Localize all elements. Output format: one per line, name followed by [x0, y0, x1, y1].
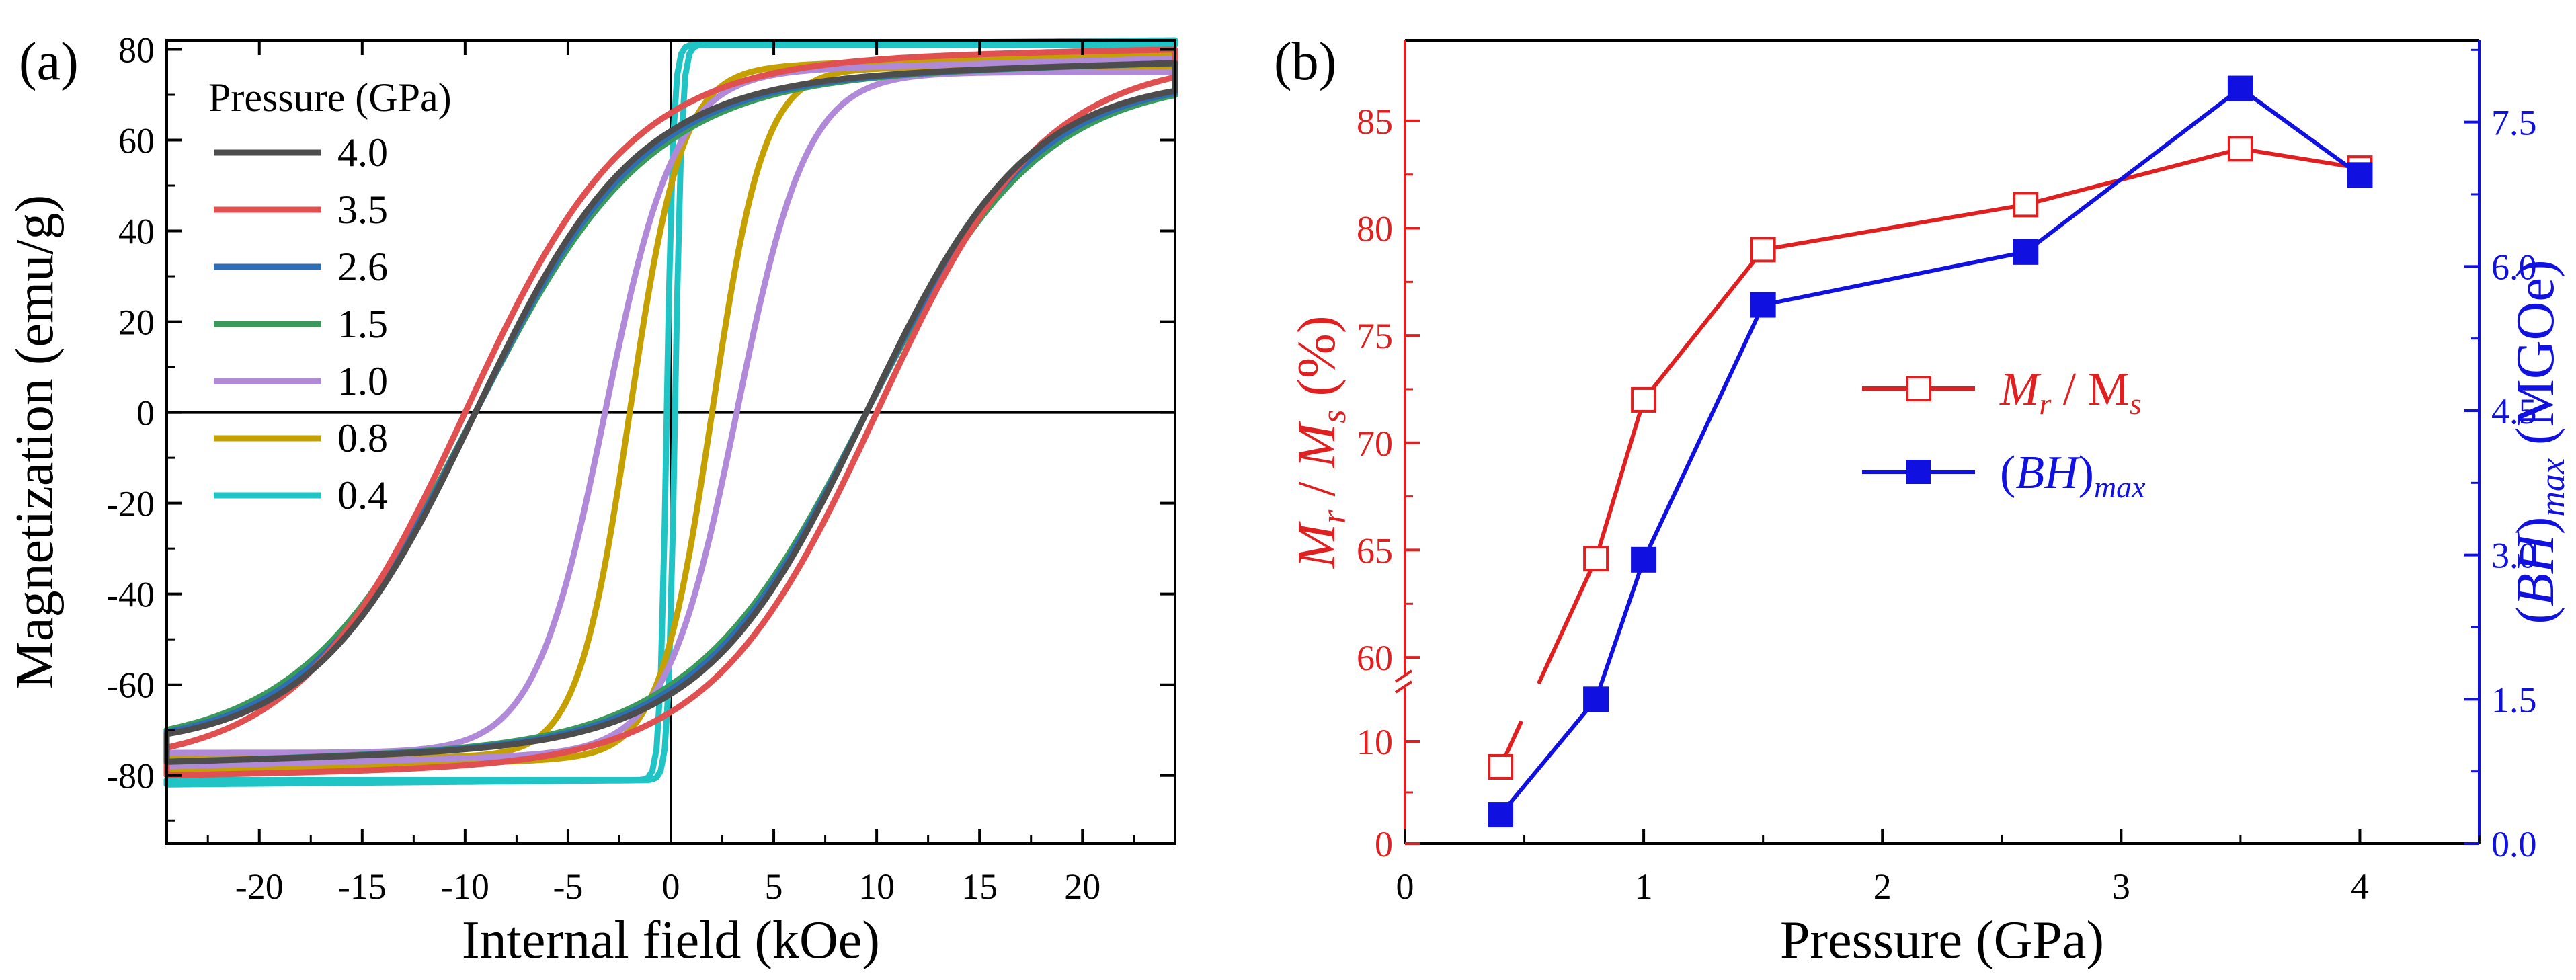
left-axis-title: Mr / Ms (%) — [1287, 316, 1353, 569]
legend-label-4.0: 4.0 — [337, 130, 388, 175]
mrms-point — [1583, 546, 1609, 572]
x-axis-title: Internal field (kOe) — [462, 911, 880, 970]
mrms-point — [1488, 754, 1514, 780]
bhmax-point — [2347, 162, 2373, 188]
x-tick-label: -15 — [338, 866, 387, 907]
x-tick-label: -10 — [441, 866, 489, 907]
x-tick-label: -5 — [553, 866, 583, 907]
legend-label-0.4: 0.4 — [337, 473, 388, 518]
mrms-line — [1537, 147, 2360, 685]
y-tick-label: 60 — [118, 121, 155, 161]
right-tick-label: 1.5 — [2491, 680, 2537, 720]
bhmax-point — [1488, 802, 1514, 828]
mrms-point — [1631, 386, 1657, 413]
x-tick-label: 4 — [2351, 866, 2369, 907]
left-tick-label: 65 — [1357, 530, 1393, 571]
left-tick-label: 80 — [1357, 209, 1393, 249]
legend-label-bhmax: (BH)max — [2000, 447, 2146, 504]
y-tick-label: 0 — [136, 393, 155, 434]
y-tick-label: 20 — [118, 302, 155, 343]
right-tick-label: 3.0 — [2491, 536, 2537, 576]
left-tick-label: 10 — [1357, 722, 1393, 762]
y-tick-label: -60 — [106, 665, 155, 706]
x-tick-label: 0 — [1396, 866, 1414, 907]
right-tick-label: 7.5 — [2491, 103, 2537, 143]
panel-a-legend: Pressure (GPa) 4.0 3.5 2.6 1.5 1.0 0.8 0.4 — [208, 75, 452, 518]
legend-marker-bhmax — [1906, 460, 1931, 484]
left-tick-label: 75 — [1357, 316, 1393, 356]
y-tick-label: -80 — [106, 756, 155, 797]
y-tick-label: 40 — [118, 212, 155, 252]
legend-label-0.8: 0.8 — [337, 416, 388, 460]
panel-b-label: (b) — [1274, 32, 1336, 91]
right-tick-label: 0.0 — [2491, 824, 2537, 864]
left-tick-label: 0 — [1375, 824, 1393, 864]
mrms-point — [2013, 192, 2039, 218]
right-tick-label: 6.0 — [2491, 247, 2537, 287]
right-axis-title: (BH)max (MGOe) — [2506, 259, 2572, 624]
bhmax-point — [1750, 292, 1776, 318]
bhmax-point — [2227, 75, 2253, 101]
x-tick-label: 1 — [1635, 866, 1653, 907]
panel-b-pressure-chart: (b) 0 1 2 3 4 0 10 60 65 70 75 80 85 0.0 1.5 3.0 4.5 6.0 7.… — [1274, 32, 2572, 970]
left-axis-break-mark — [1394, 669, 1413, 683]
x-tick-label: 5 — [765, 866, 783, 907]
y-tick-label: 80 — [118, 30, 155, 71]
right-tick-label: 4.5 — [2491, 391, 2537, 432]
legend-marker-mrms — [1906, 376, 1931, 401]
y-tick-label: -40 — [106, 575, 155, 615]
x-tick-label: -20 — [235, 866, 284, 907]
legend-title: Pressure (GPa) — [208, 75, 452, 120]
x-tick-label: 10 — [858, 866, 895, 907]
panel-b-legend: Mr / Ms (BH)max — [1862, 364, 2146, 504]
legend-label-1.0: 1.0 — [337, 359, 388, 403]
x-axis-title: Pressure (GPa) — [1780, 911, 2104, 970]
left-tick-label: 60 — [1357, 638, 1393, 678]
left-axis-break-mark — [1394, 680, 1413, 694]
x-tick-label: 2 — [1874, 866, 1892, 907]
legend-label-mrms: Mr / Ms — [1999, 364, 2142, 421]
mrms-point — [2227, 136, 2253, 162]
left-tick-label: 70 — [1357, 423, 1393, 464]
bhmax-point — [1631, 546, 1657, 573]
bhmax-point — [1583, 686, 1609, 712]
bhmax-point — [2013, 239, 2039, 265]
legend-label-1.5: 1.5 — [337, 302, 388, 346]
x-tick-label: 20 — [1064, 866, 1100, 907]
panel-a-label: (a) — [19, 32, 79, 91]
y-axis-title: Magnetization (emu/g) — [5, 195, 65, 689]
legend-label-2.6: 2.6 — [337, 245, 388, 289]
legend-label-3.5: 3.5 — [337, 188, 388, 232]
panel-a-hysteresis-chart: (a) -20 -15 -10 -5 0 5 10 15 20 -80 -60 -40 -20 0 20 40 6… — [5, 30, 1178, 970]
x-tick-label: 15 — [961, 866, 998, 907]
mrms-point — [1750, 237, 1776, 263]
left-tick-label: 85 — [1357, 101, 1393, 142]
y-tick-label: -20 — [106, 484, 155, 524]
x-tick-label: 3 — [2112, 866, 2130, 907]
x-tick-label: 0 — [662, 866, 680, 907]
